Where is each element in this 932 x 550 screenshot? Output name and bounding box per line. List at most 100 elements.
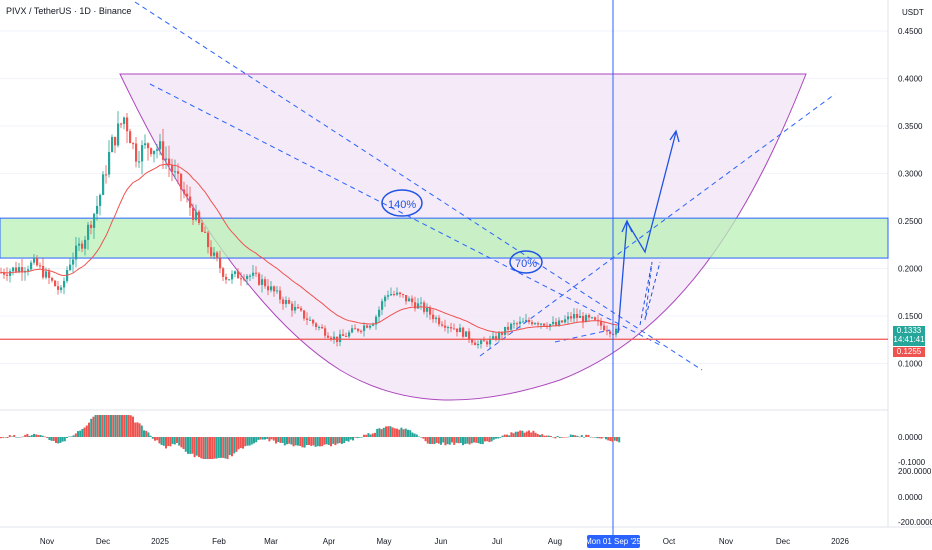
candle: [474, 340, 477, 346]
histogram-bar: [382, 427, 385, 437]
candle: [528, 317, 531, 325]
candle: [129, 128, 132, 144]
histogram-bar: [283, 437, 286, 446]
candle: [447, 325, 450, 334]
histogram-bar: [545, 435, 548, 437]
histogram-bar: [534, 432, 537, 437]
histogram-bar: [358, 437, 361, 438]
time-tick: Jul: [492, 537, 502, 546]
candle: [147, 142, 150, 161]
histogram-bar: [204, 437, 207, 459]
candle: [6, 267, 9, 281]
histogram-bar: [237, 437, 240, 450]
candle: [156, 143, 159, 159]
candle: [570, 312, 573, 323]
candle: [384, 294, 387, 307]
histogram-bar: [444, 437, 447, 446]
candle: [261, 274, 264, 293]
histogram-bar: [215, 437, 218, 459]
histogram-bar: [129, 415, 132, 437]
time-tick: Dec: [776, 537, 790, 546]
histogram-bar: [15, 436, 18, 438]
histogram-bar: [171, 437, 174, 444]
candle: [180, 172, 183, 202]
candle: [63, 277, 66, 295]
candle: [39, 262, 42, 269]
gain-may-label: 140%: [388, 199, 416, 211]
candle: [522, 317, 525, 323]
candle: [492, 331, 495, 341]
histogram-bar: [437, 437, 440, 444]
histogram-bar: [589, 436, 592, 438]
histogram-bar: [303, 437, 306, 448]
last-price-value: 0.1333: [896, 326, 922, 335]
histogram-bar: [387, 426, 390, 437]
candle: [288, 297, 291, 305]
histogram-bar: [26, 433, 29, 437]
candle: [201, 219, 204, 233]
candle: [309, 316, 312, 321]
candle: [342, 329, 345, 337]
histogram-bar: [259, 437, 262, 440]
histogram-bar: [325, 437, 328, 445]
histogram-bar: [123, 415, 126, 437]
candle: [75, 237, 78, 268]
histogram-bar: [239, 437, 242, 449]
histogram-bar: [572, 434, 574, 437]
histogram-bar: [360, 437, 363, 438]
time-axis-ticks: Nov Dec 2025 Feb Mar Apr May Jun Jul Aug Oct Nov Dec…: [40, 537, 850, 546]
projection-path: [617, 131, 677, 334]
histogram-bar: [609, 437, 612, 442]
candle: [198, 209, 201, 226]
histogram-bar: [567, 436, 570, 438]
histogram-bar: [50, 437, 53, 441]
candle: [258, 271, 261, 286]
histogram-bar: [94, 415, 97, 437]
histogram-bar: [602, 437, 605, 438]
histogram-bar: [151, 437, 154, 439]
candle: [255, 266, 258, 277]
histogram-bar: [22, 436, 24, 438]
histogram-bar: [356, 437, 359, 439]
histogram-bar: [83, 427, 86, 437]
histogram-bar: [532, 430, 535, 437]
histogram-bar: [112, 415, 115, 437]
histogram-bar: [319, 437, 321, 447]
candle: [525, 313, 528, 323]
candle: [120, 122, 123, 129]
histogram-bar: [132, 416, 134, 437]
histogram-bar: [448, 437, 451, 445]
price-tick: 0.2000: [898, 265, 923, 274]
candle: [315, 321, 318, 331]
candle: [552, 316, 555, 327]
histogram-bar: [288, 437, 291, 444]
histogram-bar: [39, 435, 42, 437]
time-tick: Nov: [40, 537, 54, 546]
histogram-bar: [385, 426, 387, 437]
candle: [285, 296, 288, 308]
candle: [351, 324, 354, 334]
histogram-bar: [490, 437, 493, 442]
trend-line: [149, 83, 661, 346]
candle: [252, 264, 255, 279]
histogram-bar: [167, 437, 170, 446]
currency-label[interactable]: USDT: [902, 8, 924, 17]
histogram-bar: [473, 437, 475, 443]
histogram-bar: [418, 436, 420, 438]
histogram-bar: [440, 437, 442, 445]
candle: [27, 265, 30, 276]
candle: [87, 221, 90, 250]
histogram-bar: [63, 437, 66, 442]
candle: [465, 331, 468, 337]
histogram-bar: [466, 437, 469, 444]
candle: [567, 311, 570, 325]
candle: [225, 273, 228, 284]
candle: [294, 300, 297, 314]
last-price-tag: 0.1333 14:41:41: [893, 326, 925, 346]
candle: [216, 250, 219, 262]
histogram-bar: [475, 437, 478, 443]
histogram-bar: [378, 428, 381, 437]
candle: [228, 279, 231, 281]
histogram-bar: [41, 435, 44, 437]
